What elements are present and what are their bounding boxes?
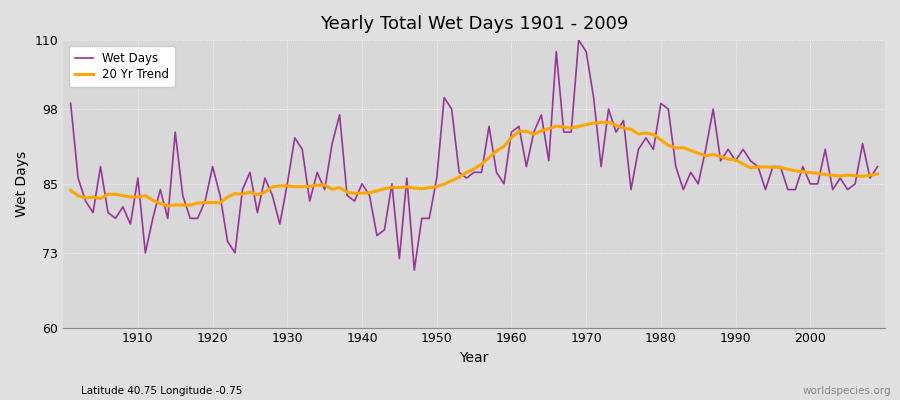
20 Yr Trend bbox=[162, 204, 173, 208]
Wet Days bbox=[65, 101, 76, 106]
Text: worldspecies.org: worldspecies.org bbox=[803, 386, 891, 396]
Wet Days bbox=[125, 222, 136, 226]
20 Yr Trend bbox=[342, 190, 353, 194]
20 Yr Trend bbox=[872, 172, 883, 176]
Line: 20 Yr Trend: 20 Yr Trend bbox=[70, 122, 878, 206]
20 Yr Trend bbox=[65, 188, 76, 192]
X-axis label: Year: Year bbox=[459, 351, 489, 365]
Wet Days bbox=[409, 268, 419, 272]
Wet Days bbox=[872, 164, 883, 169]
Wet Days bbox=[610, 130, 621, 134]
Wet Days bbox=[514, 124, 525, 129]
Wet Days bbox=[506, 130, 517, 134]
20 Yr Trend bbox=[514, 129, 525, 134]
20 Yr Trend bbox=[297, 184, 308, 189]
Legend: Wet Days, 20 Yr Trend: Wet Days, 20 Yr Trend bbox=[69, 46, 175, 87]
20 Yr Trend bbox=[125, 194, 136, 199]
Wet Days bbox=[334, 112, 345, 117]
Wet Days bbox=[290, 136, 301, 140]
Wet Days bbox=[573, 38, 584, 42]
20 Yr Trend bbox=[506, 135, 517, 140]
Y-axis label: Wet Days: Wet Days bbox=[15, 151, 29, 217]
20 Yr Trend bbox=[610, 123, 621, 128]
20 Yr Trend bbox=[596, 120, 607, 125]
Line: Wet Days: Wet Days bbox=[70, 40, 878, 270]
Title: Yearly Total Wet Days 1901 - 2009: Yearly Total Wet Days 1901 - 2009 bbox=[320, 15, 628, 33]
Text: Latitude 40.75 Longitude -0.75: Latitude 40.75 Longitude -0.75 bbox=[81, 386, 242, 396]
